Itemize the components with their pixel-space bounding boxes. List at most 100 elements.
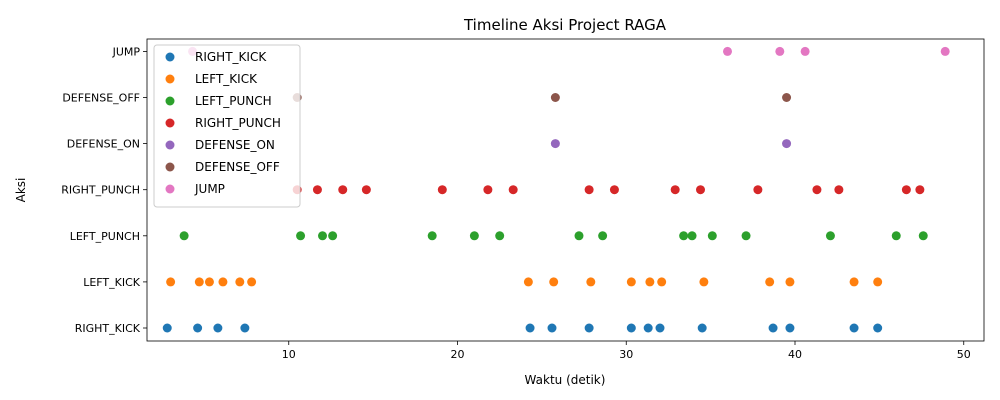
legend-marker <box>165 184 175 194</box>
data-point <box>655 323 665 333</box>
data-point <box>918 231 928 241</box>
data-point <box>525 323 535 333</box>
x-tick-label: 20 <box>451 348 465 361</box>
data-point <box>204 277 214 287</box>
data-point <box>707 231 717 241</box>
data-point <box>785 323 795 333</box>
data-point <box>193 323 203 333</box>
legend-label: JUMP <box>194 182 225 196</box>
data-point <box>361 185 371 195</box>
y-axis-label: Aksi <box>14 178 28 203</box>
data-point <box>873 323 883 333</box>
chart-title: Timeline Aksi Project RAGA <box>463 16 667 34</box>
legend-marker <box>165 74 175 84</box>
data-point <box>687 231 697 241</box>
x-tick-label: 30 <box>619 348 633 361</box>
x-axis-label: Waktu (detik) <box>525 373 606 387</box>
data-point <box>427 231 437 241</box>
y-tick-label: RIGHT_PUNCH <box>61 184 140 197</box>
data-point <box>523 277 533 287</box>
data-point <box>550 93 560 102</box>
y-tick-label: RIGHT_KICK <box>75 322 141 335</box>
legend-label: LEFT_PUNCH <box>195 94 272 108</box>
y-tick-label: LEFT_KICK <box>83 276 141 289</box>
data-point <box>598 231 608 241</box>
x-tick-label: 10 <box>282 348 296 361</box>
data-point <box>873 277 883 287</box>
data-point <box>584 185 594 195</box>
data-point <box>849 323 859 333</box>
data-point <box>609 185 619 195</box>
data-point <box>547 323 557 333</box>
data-point <box>338 185 348 195</box>
data-point <box>626 277 636 287</box>
data-point <box>849 277 859 287</box>
data-point <box>166 277 176 287</box>
data-point <box>318 231 327 241</box>
data-point <box>162 323 172 333</box>
data-point <box>235 277 245 287</box>
data-point <box>657 277 667 287</box>
data-point <box>825 231 835 241</box>
data-point <box>697 323 707 333</box>
data-point <box>940 46 950 56</box>
data-point <box>645 277 655 287</box>
y-tick-label: DEFENSE_ON <box>67 138 140 151</box>
data-point <box>643 323 653 333</box>
data-point <box>218 277 228 287</box>
data-point <box>741 231 751 241</box>
data-point <box>495 231 505 241</box>
legend-marker <box>165 140 175 150</box>
plot-area: 10 20 30 40 50 RIGHT_KICK LEFT_KICK LEFT_PUNCH R… <box>61 38 985 361</box>
data-point <box>915 185 925 195</box>
legend-marker <box>165 118 175 128</box>
data-point <box>696 185 705 195</box>
data-point <box>679 231 689 241</box>
data-point <box>549 277 559 287</box>
data-point <box>240 323 250 333</box>
data-point <box>765 277 775 287</box>
data-point <box>437 185 447 195</box>
y-tick-label: DEFENSE_OFF <box>62 92 140 105</box>
data-point <box>800 46 810 56</box>
data-point <box>550 139 560 149</box>
x-tick-label: 50 <box>957 348 971 361</box>
legend-marker <box>165 96 175 106</box>
legend-label: RIGHT_PUNCH <box>195 116 281 130</box>
y-tick-label: LEFT_PUNCH <box>70 230 140 243</box>
data-point <box>812 185 822 195</box>
data-point <box>753 185 763 195</box>
data-point <box>699 277 709 287</box>
data-point <box>723 46 732 56</box>
legend-box <box>153 44 301 208</box>
data-point <box>194 277 204 287</box>
data-point <box>469 231 479 241</box>
legend-label: LEFT_KICK <box>195 72 258 86</box>
data-point <box>179 231 189 241</box>
data-point <box>328 231 338 241</box>
data-point <box>834 185 844 195</box>
data-point <box>775 46 785 56</box>
data-point <box>901 185 911 195</box>
legend-label: DEFENSE_ON <box>195 138 275 152</box>
y-tick-label: JUMP <box>112 45 141 58</box>
data-point <box>768 323 778 333</box>
legend-marker <box>165 162 175 172</box>
data-point <box>312 185 322 195</box>
data-point <box>508 185 518 195</box>
x-tick-label: 40 <box>788 348 802 361</box>
data-point <box>483 185 493 195</box>
data-point <box>213 323 223 333</box>
data-point <box>782 93 792 102</box>
data-point <box>296 231 306 241</box>
data-point <box>586 277 596 287</box>
data-point <box>670 185 680 195</box>
data-point <box>626 323 636 333</box>
legend-label: RIGHT_KICK <box>195 50 267 64</box>
legend-label: DEFENSE_OFF <box>195 160 280 174</box>
legend-marker <box>165 52 175 62</box>
data-point <box>891 231 901 241</box>
data-point <box>584 323 594 333</box>
data-point <box>247 277 257 287</box>
